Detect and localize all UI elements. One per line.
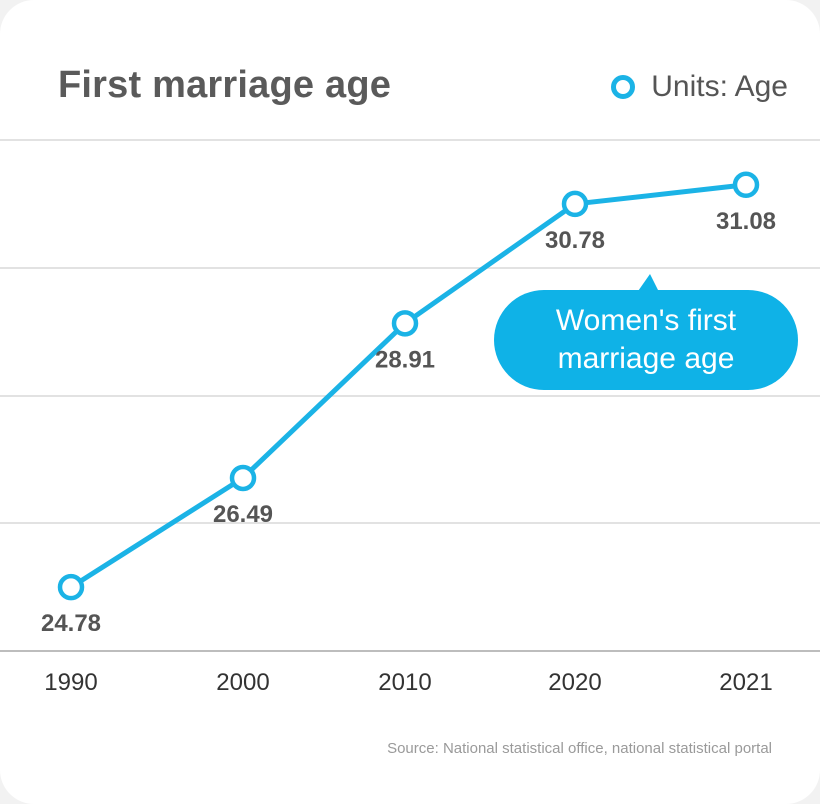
x-tick-label: 2021 [719, 669, 772, 696]
chart-title: First marriage age [58, 64, 392, 106]
data-label: 24.78 [41, 610, 101, 637]
data-point [391, 310, 419, 337]
x-tick-label: 2000 [216, 669, 269, 696]
hollow-circle-icon [611, 75, 636, 99]
data-point [561, 190, 589, 218]
series-callout: Women's first marriage age [494, 290, 798, 390]
x-tick-label: 1990 [44, 669, 97, 696]
data-point [229, 464, 257, 492]
data-label: 28.91 [375, 346, 435, 373]
x-tick-label: 2010 [378, 669, 431, 696]
data-label: 26.49 [213, 501, 273, 528]
data-point [732, 171, 760, 199]
callout-tail [636, 274, 660, 294]
legend-label: Units: Age [651, 70, 788, 103]
legend: Units: Age [611, 70, 788, 104]
x-tick-label: 2020 [548, 669, 601, 696]
source-note: Source: National statistical office, nat… [387, 740, 772, 757]
data-label: 30.78 [545, 227, 605, 254]
data-point [57, 573, 85, 601]
data-label: 31.08 [716, 208, 776, 235]
